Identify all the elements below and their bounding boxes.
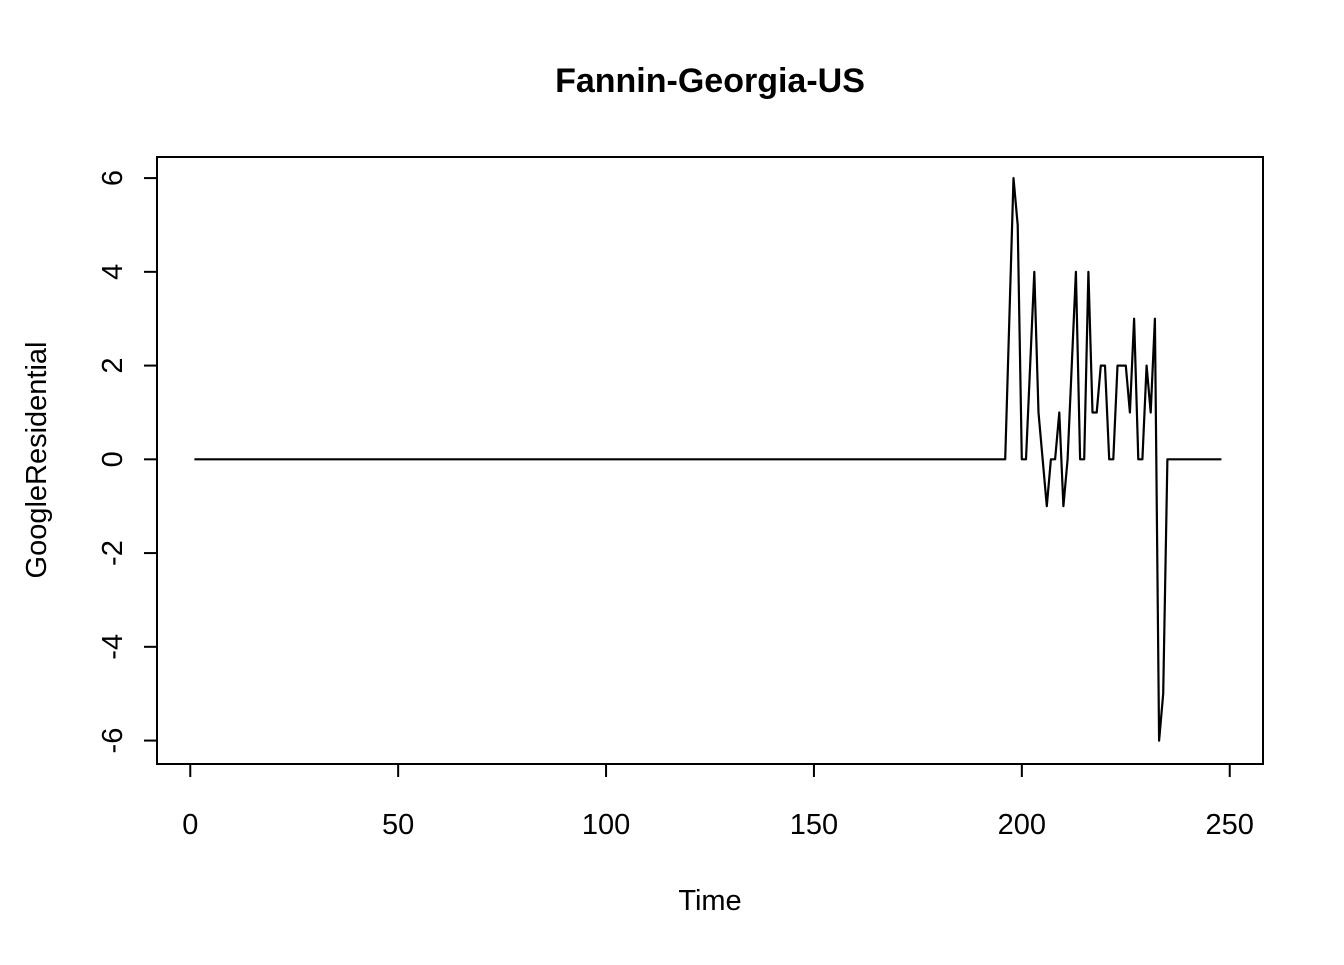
x-axis: 0 50 100 150 200 250 <box>182 763 1254 841</box>
x-tick-label: 50 <box>382 809 414 841</box>
plot-frame <box>156 156 1264 765</box>
series-line-GoogleResidential <box>194 177 1222 742</box>
y-tick-label: -6 <box>97 728 129 754</box>
y-tick-label: 6 <box>97 170 129 186</box>
x-tick-label: 100 <box>582 809 630 841</box>
y-axis-label: GoogleResidential <box>21 342 53 579</box>
y-tick-label: -2 <box>97 540 129 566</box>
y-tick-label: 2 <box>97 358 129 374</box>
y-tick-label: 4 <box>97 264 129 280</box>
series-layer <box>194 177 1222 742</box>
y-tick-label: -4 <box>97 634 129 660</box>
y-tick-label: 0 <box>97 451 129 467</box>
chart-title: Fannin-Georgia-US <box>555 62 865 100</box>
x-tick-label: 0 <box>182 809 198 841</box>
x-tick-label: 200 <box>998 809 1046 841</box>
x-tick-label: 250 <box>1206 809 1254 841</box>
x-axis-label: Time <box>678 885 741 917</box>
x-tick-label: 150 <box>790 809 838 841</box>
y-axis: -6 -4 -2 0 2 4 6 <box>97 170 158 754</box>
